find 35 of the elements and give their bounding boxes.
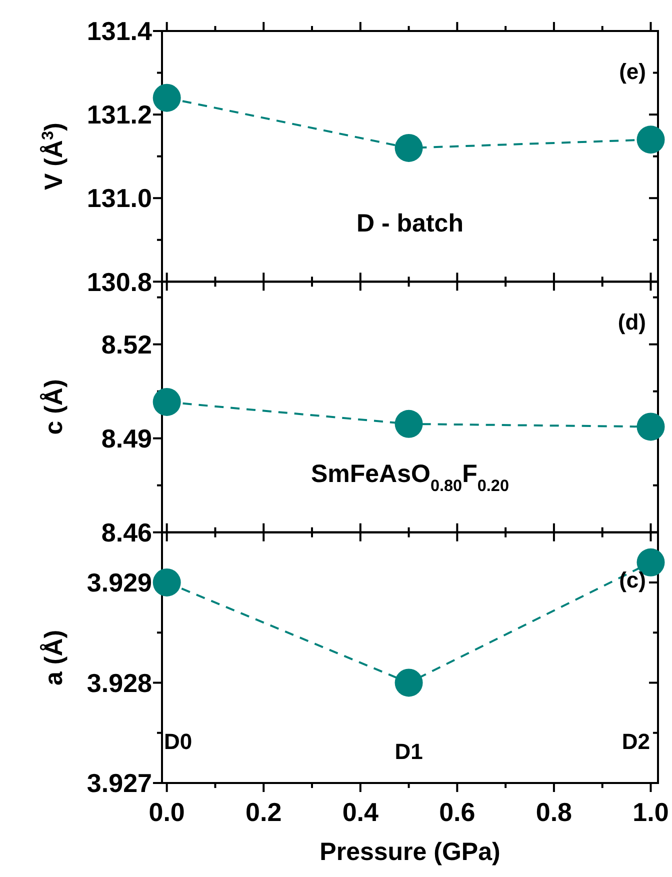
y-tick-label: 3.929 xyxy=(86,568,152,598)
x-tick-label: 0.6 xyxy=(439,797,476,827)
annotation: SmFeAsO$_{0.80}$F$_{0.20}$ xyxy=(310,460,510,496)
annotation: D0 xyxy=(164,729,192,754)
y-tick-label: 131.0 xyxy=(86,183,152,214)
x-tick-label: 0.4 xyxy=(342,797,380,827)
point xyxy=(152,568,181,596)
y-tick-label: 3.927 xyxy=(86,768,152,798)
point xyxy=(152,84,181,112)
annotation: D - batch xyxy=(356,210,464,238)
annotation: (e) xyxy=(619,59,646,84)
x-tick-label: 1.0 xyxy=(632,797,669,827)
y-axis-title: a (Å) xyxy=(39,630,68,686)
point xyxy=(394,410,423,438)
y-tick-label: 8.49 xyxy=(101,423,152,454)
point xyxy=(394,134,423,162)
point xyxy=(636,126,665,154)
point xyxy=(152,388,181,416)
x-tick-label: 0.8 xyxy=(536,797,572,827)
annotation: (d) xyxy=(618,310,646,335)
x-axis-title: Pressure (GPa) xyxy=(320,838,500,866)
x-tick-label: 0.0 xyxy=(148,797,185,827)
point xyxy=(636,412,665,441)
y-tick-label: 3.928 xyxy=(86,668,152,698)
annotation: D2 xyxy=(622,729,650,754)
point xyxy=(394,668,423,697)
y-tick-label: 131.2 xyxy=(86,100,152,130)
y-tick-label: 130.8 xyxy=(86,266,152,297)
y-axis-title: c (Å) xyxy=(39,379,68,435)
y-tick-label: 8.46 xyxy=(101,517,152,548)
annotation: (c) xyxy=(619,567,646,592)
y-tick-label: 131.4 xyxy=(86,16,153,46)
y-tick-label: 8.52 xyxy=(101,329,152,360)
annotation: D1 xyxy=(394,739,423,764)
x-tick-label: 0.2 xyxy=(246,797,282,827)
